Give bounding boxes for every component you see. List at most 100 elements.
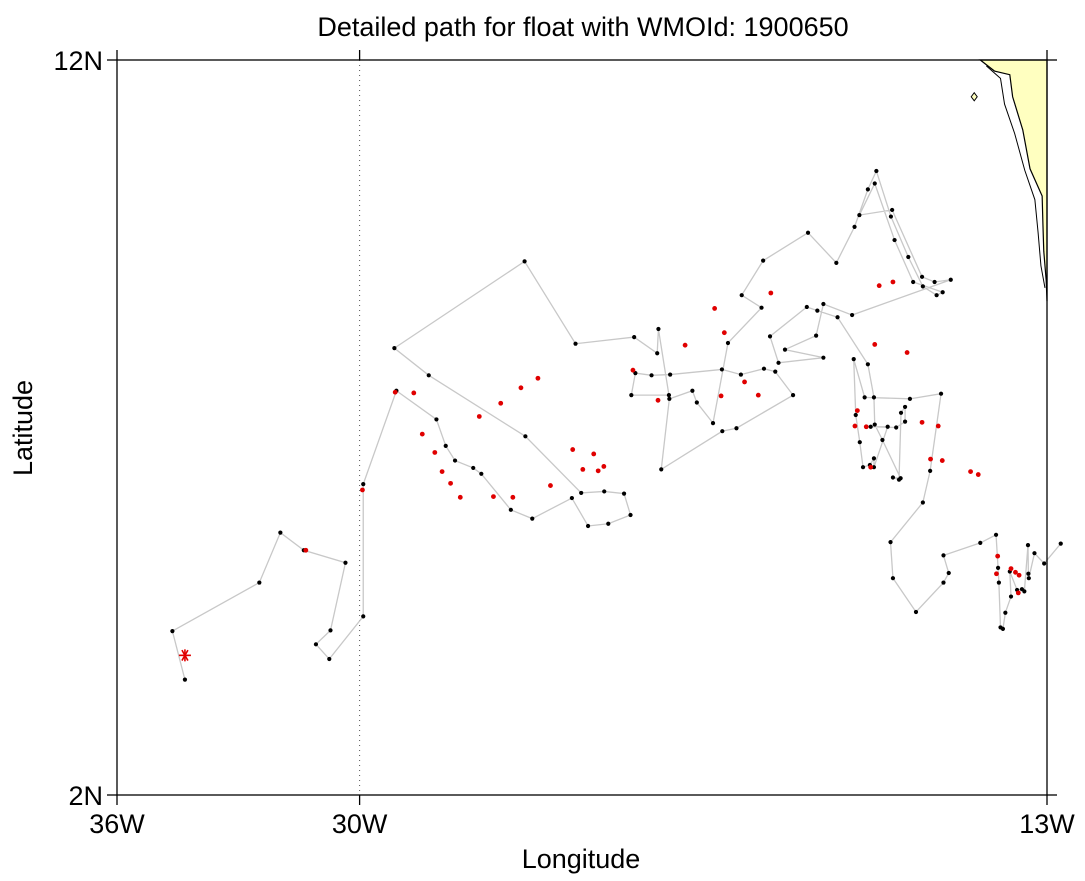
profile-point	[667, 396, 672, 401]
highlight-point	[975, 472, 981, 477]
highlight-point	[868, 464, 874, 470]
profile-point	[392, 346, 397, 351]
profile-point	[907, 396, 913, 401]
profile-point	[872, 181, 877, 186]
highlight-point	[1015, 590, 1021, 596]
profile-point	[739, 293, 744, 298]
track-layer	[171, 169, 1062, 680]
profile-point	[761, 258, 766, 263]
profile-point	[1032, 551, 1037, 556]
plot-frame	[116, 59, 1048, 796]
highlight-point	[854, 408, 860, 413]
highlight-point	[768, 290, 774, 296]
profile-point	[920, 284, 925, 289]
highlight-point	[939, 458, 945, 463]
highlight-point	[995, 553, 1001, 559]
x-tick-label: 36W	[89, 809, 145, 839]
highlight-point	[919, 419, 925, 425]
land-polygon	[978, 59, 1048, 302]
profile-point	[621, 491, 627, 496]
profile-point	[857, 212, 862, 218]
profile-point	[896, 477, 902, 482]
highlight-point	[535, 375, 541, 381]
highlight-point	[476, 414, 482, 419]
profile-point	[938, 391, 944, 396]
profile-point	[865, 187, 870, 192]
profile-point	[934, 293, 939, 298]
highlight-point	[510, 494, 516, 500]
profile-point	[361, 614, 366, 619]
profile-point	[946, 570, 951, 576]
profile-point	[523, 434, 528, 439]
highlight-point	[448, 480, 453, 486]
profile-point	[860, 465, 866, 470]
y-tick-label: 12N	[53, 46, 103, 76]
highlight-point	[742, 379, 747, 385]
x-tick-label: 13W	[1019, 809, 1075, 839]
x-tick-label: 30W	[332, 809, 388, 839]
highlight-point	[491, 494, 496, 499]
highlight-point	[718, 393, 724, 399]
highlight-point	[591, 451, 597, 457]
y-axis-label: Latitude	[8, 380, 38, 476]
profile-point	[940, 290, 945, 295]
profile-point	[313, 642, 319, 647]
profile-point	[719, 367, 725, 372]
profile-point	[862, 395, 867, 400]
profile-point	[361, 481, 366, 487]
profile-point	[890, 576, 896, 581]
highlight-point	[419, 431, 425, 437]
profile-point	[656, 326, 661, 332]
profile-point	[902, 404, 908, 410]
highlight-point	[439, 469, 445, 474]
highlight-point	[935, 423, 941, 429]
highlight-point	[601, 464, 607, 469]
profile-point	[649, 373, 654, 378]
highlight-points	[303, 279, 1022, 596]
profile-point	[530, 516, 535, 521]
profile-point	[871, 465, 877, 470]
profile-point	[767, 334, 773, 339]
profile-point	[851, 357, 856, 362]
profile-point	[585, 523, 591, 529]
profile-point	[894, 425, 899, 430]
profile-point	[890, 207, 895, 213]
profile-point	[738, 372, 744, 377]
profile-point	[606, 521, 611, 526]
profile-point	[880, 437, 885, 443]
profile-point	[782, 347, 788, 352]
profile-point	[835, 315, 840, 320]
profile-point	[892, 237, 897, 243]
profile-point	[993, 532, 999, 537]
highlight-point	[721, 330, 727, 336]
profile-point	[888, 214, 894, 219]
profile-point	[834, 260, 839, 265]
profile-point	[426, 373, 431, 378]
highlight-point	[303, 547, 309, 553]
profile-point	[871, 395, 877, 400]
profile-point	[1000, 626, 1006, 631]
profile-point	[278, 530, 283, 535]
profile-point	[919, 274, 925, 279]
highlight-point	[1008, 566, 1014, 572]
profile-point	[928, 468, 933, 473]
profile-point	[790, 393, 796, 398]
profile-point	[853, 412, 858, 418]
profile-point	[1008, 594, 1014, 599]
profile-point	[257, 580, 262, 585]
profile-point	[434, 417, 439, 422]
profile-point	[805, 230, 811, 235]
highlight-point	[548, 483, 553, 488]
profile-point	[522, 259, 527, 264]
profile-point	[941, 553, 946, 558]
profile-point	[720, 429, 725, 434]
profile-point	[850, 312, 855, 318]
highlight-point	[994, 571, 999, 577]
highlight-point	[457, 494, 463, 500]
profile-point	[327, 656, 332, 662]
profile-point	[996, 580, 1001, 585]
profile-point	[690, 388, 695, 393]
x-axis-label: Longitude	[522, 844, 641, 874]
profile-point	[913, 609, 919, 615]
